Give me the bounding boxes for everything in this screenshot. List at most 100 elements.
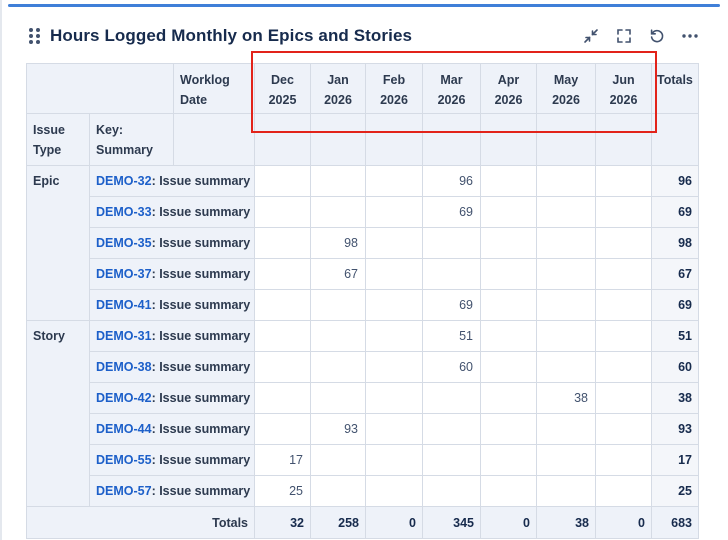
key-summary-cell: DEMO-37: Issue summary — [89, 258, 255, 290]
hours-cell — [536, 289, 596, 321]
hours-cell — [254, 351, 311, 383]
hours-cell — [480, 165, 537, 197]
hours-cell — [595, 227, 652, 259]
issue-key-link[interactable]: DEMO-32 — [96, 174, 152, 188]
hours-cell — [480, 196, 537, 228]
empty-header-cell — [651, 113, 699, 166]
hours-cell — [365, 475, 423, 507]
issue-key-link[interactable]: DEMO-57 — [96, 484, 152, 498]
row-total-cell: 60 — [651, 351, 699, 383]
hours-cell — [536, 227, 596, 259]
issue-key-link[interactable]: DEMO-33 — [96, 205, 152, 219]
issue-key-link[interactable]: DEMO-35 — [96, 236, 152, 250]
issue-summary: : Issue summary — [151, 329, 251, 343]
month-header[interactable]: Feb 2026 — [365, 63, 423, 114]
hours-cell — [365, 227, 423, 259]
hours-cell — [536, 444, 596, 476]
refresh-icon[interactable] — [647, 26, 667, 46]
month-label: Dec — [271, 73, 294, 87]
issue-summary: : Issue summary — [151, 174, 251, 188]
issue-key-link[interactable]: DEMO-31 — [96, 329, 152, 343]
row-total-cell: 51 — [651, 320, 699, 352]
year-label: 2026 — [380, 93, 408, 107]
empty-header-cell — [310, 113, 366, 166]
issue-summary: : Issue summary — [151, 236, 251, 250]
widget-accent-bar — [8, 4, 720, 7]
issue-key-link[interactable]: DEMO-44 — [96, 422, 152, 436]
hours-cell — [310, 382, 366, 414]
key-summary-cell: DEMO-57: Issue summary — [89, 475, 255, 507]
hours-cell — [595, 382, 652, 414]
widget-title: Hours Logged Monthly on Epics and Storie… — [50, 26, 413, 45]
empty-header-cell — [365, 113, 423, 166]
row-total-cell: 25 — [651, 475, 699, 507]
month-header[interactable]: Apr 2026 — [480, 63, 537, 114]
issue-key-link[interactable]: DEMO-41 — [96, 298, 152, 312]
issue-summary: : Issue summary — [151, 360, 251, 374]
issue-key-link[interactable]: DEMO-42 — [96, 391, 152, 405]
year-label: 2026 — [494, 93, 523, 107]
widget-toolbar — [581, 26, 700, 46]
fullscreen-icon[interactable] — [614, 26, 634, 46]
hours-cell — [310, 475, 366, 507]
table-row: DEMO-42: Issue summary 38 38 — [27, 382, 699, 414]
issue-key-link[interactable]: DEMO-37 — [96, 267, 152, 281]
table-row: DEMO-38: Issue summary 60 60 — [27, 351, 699, 383]
hours-cell — [365, 382, 423, 414]
key-summary-cell: DEMO-33: Issue summary — [89, 196, 255, 228]
row-total-cell: 98 — [651, 227, 699, 259]
hours-cell — [254, 413, 311, 445]
hours-cell — [480, 351, 537, 383]
hours-cell — [595, 444, 652, 476]
empty-header-cell — [254, 113, 311, 166]
month-header[interactable]: May 2026 — [536, 63, 596, 114]
month-header[interactable]: Jan 2026 — [310, 63, 366, 114]
month-total-cell: 0 — [480, 506, 537, 539]
key-summary-header[interactable]: Key: Summary — [89, 113, 174, 166]
month-total-cell: 38 — [536, 506, 596, 539]
hours-cell: 17 — [254, 444, 311, 476]
month-label: Mar — [440, 73, 463, 87]
issue-type-header[interactable]: Issue Type — [26, 113, 90, 166]
empty-header-cell — [536, 113, 596, 166]
hours-cell — [310, 320, 366, 352]
table-row: DEMO-55: Issue summary 17 17 — [27, 444, 699, 476]
hours-cell — [365, 258, 423, 290]
hours-cell: 51 — [422, 320, 481, 352]
more-icon[interactable] — [680, 26, 700, 46]
key-summary-cell: DEMO-31: Issue summary — [89, 320, 255, 352]
hours-cell — [480, 320, 537, 352]
table-row: DEMO-44: Issue summary 93 93 — [27, 413, 699, 445]
hours-cell — [536, 320, 596, 352]
hours-cell — [595, 320, 652, 352]
hours-cell — [365, 351, 423, 383]
issue-key-link[interactable]: DEMO-55 — [96, 453, 152, 467]
hours-cell — [365, 289, 423, 321]
hours-cell — [422, 444, 481, 476]
month-total-cell: 32 — [254, 506, 311, 539]
key-summary-cell: DEMO-55: Issue summary — [89, 444, 255, 476]
drag-handle-icon[interactable] — [28, 27, 42, 45]
hours-cell — [536, 351, 596, 383]
totals-header: Totals — [651, 63, 699, 114]
hours-cell — [254, 289, 311, 321]
hours-cell — [536, 165, 596, 197]
year-label: 2026 — [552, 93, 580, 107]
hours-cell: 93 — [310, 413, 366, 445]
month-label: Apr — [497, 73, 520, 87]
hours-cell: 60 — [422, 351, 481, 383]
table-row: DEMO-41: Issue summary 69 69 — [27, 289, 699, 321]
month-header[interactable]: Dec 2025 — [254, 63, 311, 114]
minimize-icon[interactable] — [581, 26, 601, 46]
month-header[interactable]: Mar 2026 — [422, 63, 481, 114]
month-total-cell: 0 — [595, 506, 652, 539]
hours-cell — [595, 351, 652, 383]
month-total-cell: 345 — [422, 506, 481, 539]
table-row: Story DEMO-31: Issue summary 51 51 — [26, 320, 699, 507]
issue-key-link[interactable]: DEMO-38 — [96, 360, 152, 374]
month-header[interactable]: Jun 2026 — [595, 63, 652, 114]
empty-header-cell — [173, 113, 255, 166]
hours-cell — [480, 258, 537, 290]
month-total-cell: 258 — [310, 506, 366, 539]
hours-cell — [365, 444, 423, 476]
